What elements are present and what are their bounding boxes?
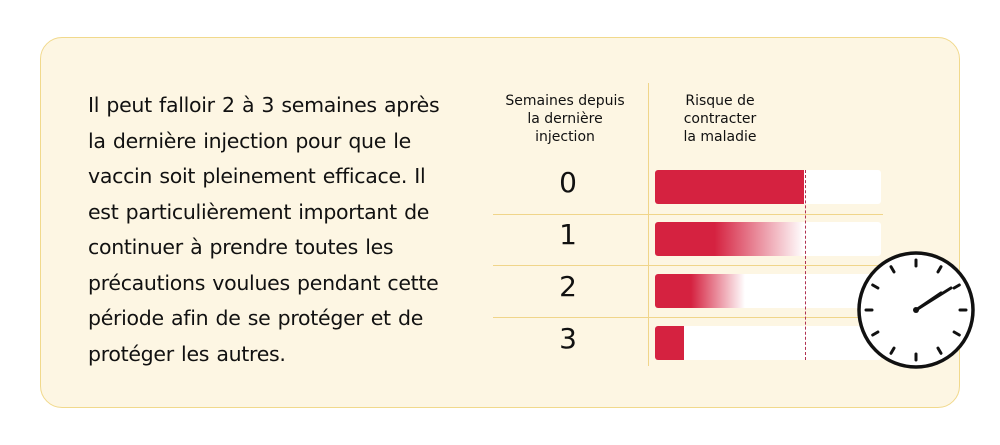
header-line: Semaines depuis <box>505 93 625 109</box>
risk-bar <box>655 326 684 360</box>
column-divider <box>648 83 649 366</box>
risk-bar <box>655 222 804 256</box>
clock-tick <box>952 330 961 337</box>
paragraph-line: la dernière injection pour que le <box>88 128 411 153</box>
clock-icon <box>857 251 975 369</box>
header-line: injection <box>535 129 595 145</box>
reference-dashed-line <box>805 170 806 360</box>
weeks-column-header: Semaines depuis la dernière injection <box>490 92 640 146</box>
header-line: la maladie <box>683 129 757 145</box>
week-label: 1 <box>559 218 577 251</box>
row-divider <box>493 317 883 318</box>
row-divider <box>493 214 883 215</box>
clock-tick <box>871 283 880 290</box>
paragraph-line: protéger les autres. <box>88 341 286 366</box>
header-line: la dernière <box>527 111 603 127</box>
header-line: contracter <box>683 111 757 127</box>
clock-tick <box>889 265 896 274</box>
week-label: 2 <box>559 270 577 303</box>
risk-bar <box>655 170 804 204</box>
clock-tick <box>871 330 880 337</box>
week-label: 0 <box>559 166 577 199</box>
paragraph-line: vaccin soit pleinement efficace. Il <box>88 164 426 188</box>
paragraph-line: est particulièrement important de <box>88 199 430 224</box>
clock-tick <box>952 283 961 290</box>
paragraph-line: période afin de se protéger et de <box>88 306 424 330</box>
clock-tick <box>936 265 943 274</box>
paragraph-line: continuer à prendre toutes les <box>88 235 394 259</box>
risk-bar <box>655 274 745 308</box>
risk-bar-track <box>655 326 881 360</box>
clock-tick <box>889 346 896 355</box>
week-label: 3 <box>559 322 577 355</box>
risk-column-header: Risque de contracter la maladie <box>655 92 785 146</box>
paragraph-line: précautions voulues pendant cette <box>88 270 439 295</box>
clock-tick <box>936 346 943 355</box>
paragraph-line: Il peut falloir 2 à 3 semaines après <box>88 93 440 117</box>
info-paragraph: Il peut falloir 2 à 3 semaines après la … <box>88 88 468 372</box>
header-line: Risque de <box>685 93 755 109</box>
row-divider <box>493 265 883 266</box>
